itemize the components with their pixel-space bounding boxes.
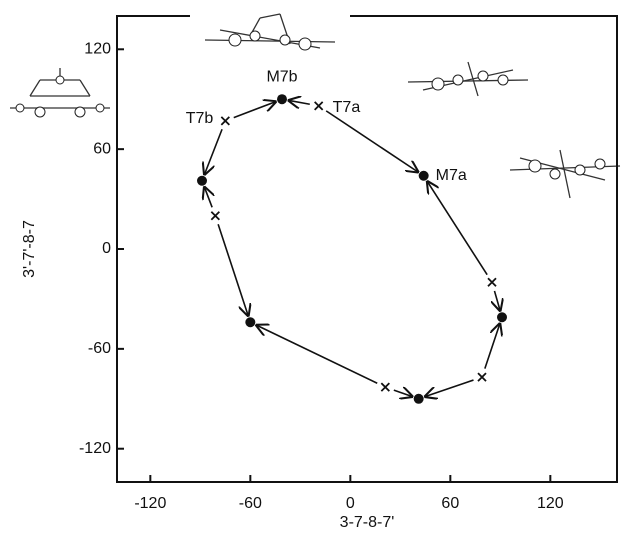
transition-point (488, 278, 496, 286)
minimum-point (245, 317, 255, 327)
molecule (10, 68, 110, 117)
molecule (510, 150, 620, 198)
y-tick-label: -60 (88, 340, 111, 357)
molecule (408, 62, 528, 96)
path-arrow (205, 129, 223, 174)
path-arrow (234, 102, 276, 118)
minimum-point (419, 171, 429, 181)
x-tick-label: -60 (239, 495, 262, 512)
y-tick-label: 120 (84, 41, 111, 58)
minimum-point (497, 312, 507, 322)
path-arrow (425, 380, 473, 396)
path-arrow (494, 291, 500, 311)
point-label: M7a (436, 167, 467, 184)
path-arrow (485, 324, 500, 369)
transition-point (315, 102, 323, 110)
path-arrow (394, 390, 412, 396)
y-tick-label: 60 (93, 140, 111, 157)
transition-point (381, 383, 389, 391)
path-arrow (427, 182, 487, 275)
x-axis-label: 3-7-8-7' (340, 514, 395, 531)
x-tick-label: 0 (346, 495, 355, 512)
y-tick-label: -120 (79, 440, 111, 457)
transition-point (211, 212, 219, 220)
x-tick-label: -120 (134, 495, 166, 512)
path-arrow (289, 100, 310, 104)
minimum-point (277, 94, 287, 104)
plot-frame (117, 16, 617, 482)
path-arrow (218, 224, 248, 315)
x-tick-label: 60 (441, 495, 459, 512)
x-tick-label: 120 (537, 495, 564, 512)
minimum-point (197, 176, 207, 186)
chart: 3-7-8-7' 3'-7'-8-7 -120 -60 0 60 120 -120 -60 0… (0, 0, 627, 544)
point-label: T7b (186, 110, 214, 127)
y-axis-label: 3'-7'-8-7 (21, 220, 38, 278)
point-label: T7a (333, 99, 361, 116)
y-tick-label: 0 (102, 240, 111, 257)
minimum-point (414, 394, 424, 404)
path-arrow (326, 111, 418, 172)
transition-point (478, 373, 486, 381)
point-label: M7b (266, 68, 297, 85)
molecule (205, 14, 335, 50)
path-arrow (257, 325, 378, 383)
transition-point (221, 117, 229, 125)
path-arrow (204, 187, 212, 207)
